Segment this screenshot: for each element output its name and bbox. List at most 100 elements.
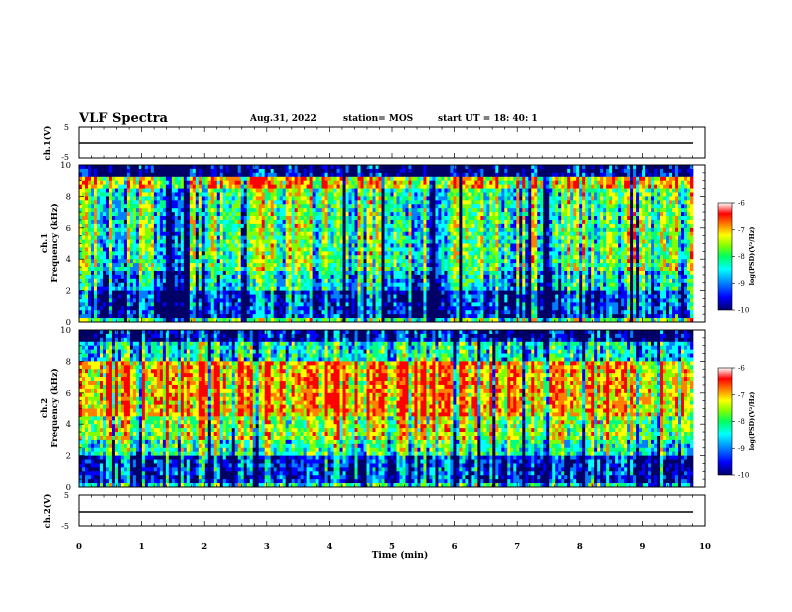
spectrogram-cell <box>102 282 107 288</box>
spectrogram-cell <box>336 184 340 189</box>
spectrogram-cell <box>189 270 194 276</box>
spectrogram-cell <box>396 274 400 280</box>
spectrogram-cell <box>168 212 173 217</box>
spectrogram-cell <box>195 168 200 174</box>
spectrogram-cell <box>267 247 272 252</box>
spectrogram-cell <box>258 188 263 193</box>
spectrogram-cell <box>309 192 313 197</box>
spectrogram-cell <box>102 251 107 256</box>
spectrogram-cell <box>297 184 301 189</box>
spectrogram-cell <box>189 259 194 264</box>
spectrogram-cell <box>111 255 116 260</box>
spectrogram-cell <box>444 184 448 189</box>
spectrogram-cell <box>369 208 373 213</box>
spectrogram-cell <box>291 294 295 299</box>
spectrogram-cell <box>240 255 245 260</box>
spectrogram-cell <box>231 270 236 276</box>
spectrogram-cell <box>279 290 284 295</box>
spectrogram-cell <box>378 290 382 295</box>
spectrogram-cell <box>258 267 263 272</box>
spectrogram-cell <box>282 243 287 248</box>
spectrogram-cell <box>306 231 310 236</box>
spectrogram-cell <box>288 314 293 319</box>
spectrogram-cell <box>294 318 298 323</box>
spectrogram-cell <box>81 251 86 256</box>
spectrogram-cell <box>438 196 442 201</box>
spectrogram-cell <box>417 255 421 260</box>
spectrogram-cell <box>228 208 233 213</box>
spectrogram-cell <box>327 223 331 229</box>
spectrogram-cell <box>396 255 400 260</box>
spectrogram-cell <box>345 259 349 264</box>
spectrogram-cell <box>324 247 328 252</box>
spectrogram-cell <box>108 302 113 307</box>
spectrogram-cell <box>354 188 358 193</box>
spectrogram-cell <box>396 263 400 268</box>
spectrogram-cell <box>168 188 173 193</box>
spectrogram-cell <box>252 302 257 307</box>
spectrogram-cell <box>405 208 409 213</box>
spectrogram-cell <box>204 212 209 217</box>
spectrogram-cell <box>255 278 260 284</box>
spectrogram-cell <box>240 278 245 284</box>
spectrogram-cell <box>312 282 316 288</box>
spectrogram-cell <box>276 286 281 291</box>
spectrogram-cell <box>447 290 451 295</box>
spectrogram-cell <box>189 310 194 315</box>
spectrogram-cell <box>297 200 301 205</box>
spectrogram-cell <box>180 263 185 268</box>
spectrogram-cell <box>126 267 131 272</box>
spectrogram-cell <box>168 274 173 280</box>
spectrogram-cell <box>81 294 86 299</box>
spectrogram-cell <box>405 290 409 295</box>
spectrogram-cell <box>306 282 310 288</box>
spectrogram-cell <box>420 318 424 323</box>
spectrogram-cell <box>384 318 388 323</box>
spectrogram-cell <box>279 251 284 256</box>
spectrogram-cell <box>435 282 439 288</box>
spectrogram-cell <box>411 259 415 264</box>
spectrogram-cell <box>333 278 337 284</box>
spectrogram-cell <box>195 212 200 217</box>
spectrogram-cell <box>93 172 98 178</box>
spectrogram-cell <box>273 227 278 233</box>
spectrogram-cell <box>315 172 319 178</box>
spectrogram-cell <box>93 255 98 260</box>
spectrogram-cell <box>93 231 98 236</box>
spectrogram-cell <box>240 208 245 213</box>
spectrogram-cell <box>141 180 146 185</box>
spectrogram-cell <box>441 172 445 178</box>
spectrogram-cell <box>315 318 319 323</box>
spectrogram-cell <box>108 188 113 193</box>
spectrogram-cell <box>252 263 257 268</box>
spectrogram-cell <box>357 223 361 229</box>
spectrogram-cell <box>297 318 301 323</box>
spectrogram-cell <box>408 286 412 291</box>
spectrogram-cell <box>252 243 257 248</box>
spectrogram-cell <box>411 204 415 209</box>
spectrogram-cell <box>336 204 340 209</box>
spectrogram-cell <box>291 318 295 323</box>
spectrogram-cell <box>114 212 119 217</box>
spectrogram-cell <box>210 247 215 252</box>
spectrogram-cell <box>195 294 200 299</box>
spectrogram-cell <box>195 302 200 307</box>
spectrogram-cell <box>114 200 119 205</box>
spectrogram-cell <box>156 208 161 213</box>
spectrogram-cell <box>357 188 361 193</box>
spectrogram-cell <box>201 227 206 233</box>
spectrogram-cell <box>402 286 406 291</box>
spectrogram-cell <box>168 165 173 170</box>
spectrogram-cell <box>246 172 251 178</box>
spectrogram-cell <box>147 298 152 303</box>
spectrogram-cell <box>198 212 203 217</box>
spectrogram-cell <box>348 227 352 233</box>
spectrogram-cell <box>129 298 134 303</box>
spectrogram-cell <box>291 165 295 170</box>
spectrogram-cell <box>165 239 170 244</box>
spectrogram-cell <box>390 302 394 307</box>
spectrogram-cell <box>93 200 98 205</box>
spectrogram-cell <box>114 223 119 229</box>
spectrogram-cell <box>213 278 218 284</box>
spectrogram-cell <box>252 286 257 291</box>
